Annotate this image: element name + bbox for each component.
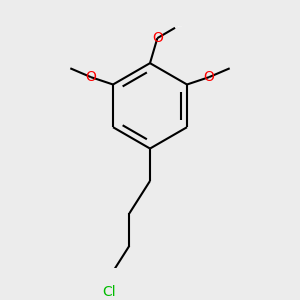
Text: Cl: Cl	[102, 286, 116, 299]
Text: methyl: methyl	[178, 26, 183, 27]
Text: O: O	[152, 31, 163, 45]
Text: O: O	[204, 70, 214, 84]
Text: O: O	[85, 70, 96, 84]
